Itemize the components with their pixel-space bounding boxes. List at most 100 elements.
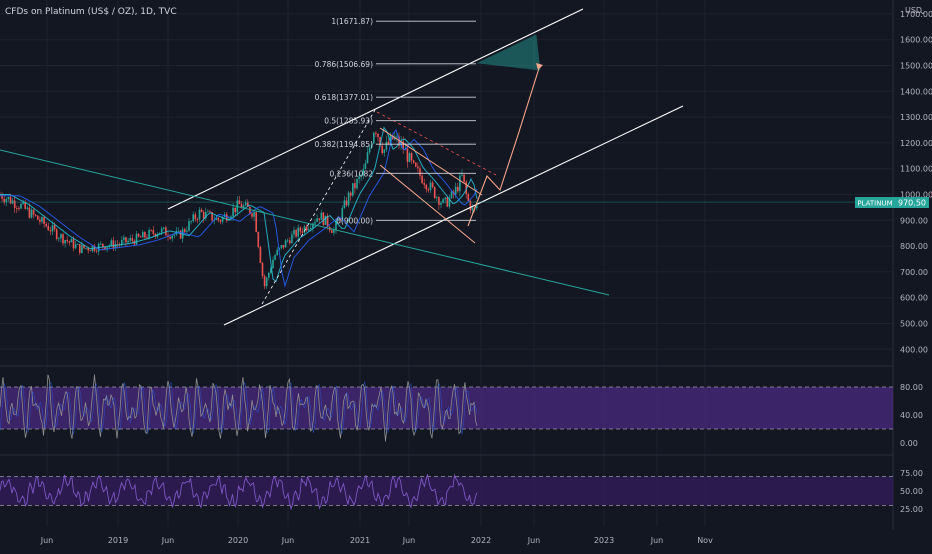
time-tick-label: Jun — [650, 536, 664, 545]
candle-body — [442, 199, 444, 203]
candle-body — [377, 133, 379, 138]
candle-body — [171, 235, 173, 239]
candle-body — [326, 215, 329, 227]
candle-body — [150, 230, 152, 231]
candle-body — [135, 233, 138, 245]
fib-level-label: 0(900.00) — [336, 216, 373, 225]
candle-body — [461, 174, 463, 176]
target-zone[interactable] — [476, 34, 541, 71]
candle-body — [79, 244, 81, 253]
chevron-down-icon[interactable]: ⌄ — [919, 7, 927, 17]
channel-lower-line[interactable] — [223, 105, 684, 326]
fib-anchor-line[interactable] — [261, 109, 376, 305]
candle-body — [39, 219, 41, 222]
last-price-badge: 970.50 — [898, 199, 926, 208]
fibonacci-levels[interactable]: 0(900.00) 0.236(1082 0.382(1194.85) 0.5(128… — [315, 17, 476, 225]
candle-body — [104, 247, 106, 250]
candle-body — [5, 198, 8, 203]
candle-body — [320, 212, 323, 220]
rsi-tick-label: 50.00 — [900, 487, 923, 496]
wedge-upper-dashed[interactable] — [376, 111, 497, 176]
candle-body — [389, 135, 392, 145]
price-tick-label: 1000.00 — [900, 191, 932, 200]
candle-body — [152, 230, 155, 234]
candle-body — [53, 225, 56, 230]
candle-body — [49, 230, 52, 232]
candle-body — [24, 201, 26, 209]
candle-body — [419, 168, 421, 176]
long-term-trendline[interactable] — [0, 149, 610, 296]
wedge-upper-line[interactable] — [379, 127, 483, 196]
time-tick-label: 2020 — [228, 536, 248, 545]
candle-body — [381, 145, 383, 154]
candle-body — [379, 137, 381, 146]
candle-body — [253, 212, 255, 217]
candle-body — [127, 240, 129, 243]
candle-body — [270, 268, 272, 273]
candle-body — [352, 183, 354, 196]
candle-body — [95, 250, 98, 252]
candle-body — [276, 249, 278, 256]
candle-body — [1, 194, 3, 199]
candle-body — [37, 215, 39, 220]
candle-body — [337, 219, 339, 221]
candle-body — [217, 217, 220, 221]
time-tick-label: Jun — [281, 536, 295, 545]
candle-body — [261, 263, 264, 277]
candle-body — [251, 213, 253, 217]
candle-body — [219, 220, 222, 222]
candle-body — [289, 240, 291, 244]
candle-body — [370, 143, 373, 148]
candle-body — [129, 238, 131, 241]
candle-body — [343, 200, 346, 209]
candle-body — [263, 276, 266, 287]
candle-body — [293, 229, 295, 235]
drawings[interactable] — [0, 8, 684, 326]
candle-body — [314, 221, 316, 224]
candle-body — [406, 148, 409, 162]
candle-body — [247, 202, 249, 207]
candle-body — [333, 229, 335, 233]
candle-body — [66, 240, 68, 242]
candle-body — [431, 182, 434, 188]
candle-body — [221, 217, 224, 222]
candle-body — [116, 244, 119, 245]
candle-body — [286, 240, 289, 242]
price-tick-label: 600.00 — [900, 294, 928, 303]
candle-body — [415, 162, 417, 167]
candle-body — [184, 229, 186, 232]
candle-body — [425, 184, 428, 190]
candle-body — [139, 236, 142, 238]
time-tick-label: 2021 — [350, 536, 370, 545]
candle-body — [459, 175, 461, 192]
candle-body — [114, 244, 117, 249]
candle-body — [467, 194, 470, 202]
candle-body — [471, 207, 474, 211]
candle-body — [341, 208, 344, 221]
projection-arrowhead — [536, 63, 543, 70]
price-tick-label: 800.00 — [900, 242, 928, 251]
candle-body — [13, 200, 16, 208]
channel-upper-line[interactable] — [167, 8, 584, 210]
candle-body — [192, 214, 194, 222]
candle-body — [146, 237, 148, 239]
candle-body — [274, 255, 276, 260]
candle-body — [74, 244, 77, 249]
candle-body — [190, 221, 192, 222]
candle-body — [232, 207, 234, 217]
candle-body — [282, 245, 285, 248]
wedge-lower-line[interactable] — [379, 164, 476, 244]
projection-path[interactable] — [467, 64, 541, 227]
candle-body — [20, 203, 22, 209]
candle-body — [305, 226, 308, 231]
price-tick-label: 1600.00 — [900, 36, 932, 45]
candle-body — [335, 220, 337, 230]
candle-body — [58, 238, 60, 240]
candle-body — [230, 216, 232, 219]
candle-body — [427, 189, 430, 191]
candle-body — [457, 186, 459, 192]
rsi-tick-label: 75.00 — [900, 469, 923, 478]
candle-body — [396, 136, 398, 138]
candle-body — [465, 181, 467, 195]
